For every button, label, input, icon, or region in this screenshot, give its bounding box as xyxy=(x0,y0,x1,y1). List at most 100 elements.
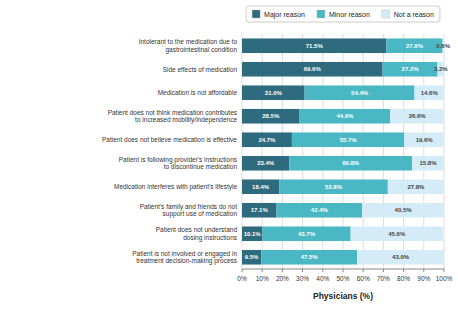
x-tick-label: 90% xyxy=(417,275,430,282)
x-tick-label: 70% xyxy=(377,275,390,282)
bar xyxy=(242,156,289,171)
data-label: 10.1% xyxy=(244,231,262,237)
data-label: 53.8% xyxy=(325,184,343,190)
bar xyxy=(351,226,443,241)
bar xyxy=(362,203,444,218)
bar xyxy=(289,156,412,171)
data-labels: 71.5%69.6%31.0%28.5%24.7%23.4%18.4%17.1%… xyxy=(244,43,451,261)
bar xyxy=(262,226,350,241)
legend-item: Minor reason xyxy=(317,10,370,18)
category-label-line: gastrointestinal condition xyxy=(165,46,237,54)
x-ticks: 0%10%20%30%40%50%60%70%80%90%100% xyxy=(237,269,452,282)
legend-label: Minor reason xyxy=(329,11,370,18)
category-label-line: support use of medication xyxy=(163,210,238,218)
data-label: 3.2% xyxy=(434,66,448,72)
data-label: 54.4% xyxy=(351,90,369,96)
data-label: 60.8% xyxy=(342,160,360,166)
category-label-line: Medication is not affordable xyxy=(158,89,238,96)
x-tick-label: 60% xyxy=(357,275,370,282)
x-tick-label: 80% xyxy=(397,275,410,282)
data-label: 43.0% xyxy=(392,254,410,260)
category-label-line: Medication interferes with patient's lif… xyxy=(114,183,237,191)
bar xyxy=(242,203,277,218)
bar xyxy=(383,62,438,77)
bars xyxy=(242,38,444,264)
data-label: 17.1% xyxy=(251,207,269,213)
category-label: Patient is not involved or engaged intre… xyxy=(132,250,238,266)
data-label: 44.9% xyxy=(336,113,354,119)
legend-swatch xyxy=(252,10,260,18)
category-label-line: treatment decision-making process xyxy=(136,257,238,265)
bar xyxy=(404,132,444,147)
category-label: Patient's family and friends do notsuppo… xyxy=(140,203,238,219)
category-label-line: dosing instructions xyxy=(183,234,238,242)
data-label: 71.5% xyxy=(306,43,324,49)
category-label: Medication is not affordable xyxy=(158,89,238,96)
bar xyxy=(412,156,444,171)
category-label: Medication interferes with patient's lif… xyxy=(114,183,237,191)
data-label: 28.5% xyxy=(262,113,280,119)
legend-swatch xyxy=(317,10,325,18)
data-label: 27.8% xyxy=(406,43,424,49)
data-label: 9.5% xyxy=(245,254,259,260)
bar xyxy=(388,179,444,194)
bar xyxy=(300,109,391,124)
bar xyxy=(386,38,442,53)
bar xyxy=(242,179,279,194)
category-label-line: Patient does not believe medication is e… xyxy=(102,136,237,143)
bar xyxy=(390,109,444,124)
data-label: 27.8% xyxy=(407,184,425,190)
bar xyxy=(242,132,292,147)
data-label: 24.7% xyxy=(258,137,276,143)
bar xyxy=(261,250,357,265)
y-tick-labels: Intolerant to the medication due togastr… xyxy=(102,38,238,265)
data-label: 0.6% xyxy=(436,43,450,49)
grid xyxy=(242,34,444,269)
category-label: Patient is following provider's instruct… xyxy=(119,156,238,171)
x-tick-label: 20% xyxy=(276,275,289,282)
chart: Intolerant to the medication due togastr… xyxy=(0,0,458,309)
legend-swatch xyxy=(382,10,390,18)
data-label: 40.5% xyxy=(395,207,413,213)
x-tick-label: 50% xyxy=(336,275,349,282)
bar xyxy=(242,38,386,53)
data-label: 45.6% xyxy=(388,231,406,237)
bar xyxy=(277,203,363,218)
legend-item: Not a reason xyxy=(382,10,434,18)
x-tick-label: 40% xyxy=(316,275,329,282)
x-tick-label: 10% xyxy=(256,275,269,282)
category-label-line: Intolerant to the medication due to xyxy=(139,38,238,45)
bar xyxy=(292,132,405,147)
legend-item: Major reason xyxy=(252,10,305,19)
data-label: 47.5% xyxy=(301,254,319,260)
bar xyxy=(305,85,415,100)
bar xyxy=(242,62,383,77)
x-axis-line xyxy=(242,269,444,270)
bar xyxy=(415,85,444,100)
x-tick-label: 0% xyxy=(237,275,247,282)
bar xyxy=(279,179,388,194)
data-label: 42.4% xyxy=(311,207,329,213)
data-label: 43.7% xyxy=(298,231,316,237)
bar xyxy=(242,109,300,124)
bar xyxy=(357,250,444,265)
legend-label: Not a reason xyxy=(394,11,434,18)
category-label-line: Side effects of medication xyxy=(163,66,238,73)
bar xyxy=(242,85,305,100)
bar xyxy=(242,226,262,241)
category-label-line: Patient does not think medication contri… xyxy=(108,109,238,116)
data-label: 55.7% xyxy=(340,137,358,143)
category-label: Side effects of medication xyxy=(163,66,238,73)
category-label: Patient does not think medication contri… xyxy=(108,109,238,125)
legend-label: Major reason xyxy=(264,11,305,19)
category-label-line: to increased mobility/independence xyxy=(135,116,237,124)
data-label: 14.6% xyxy=(421,90,439,96)
category-label: Patient does not understanddosing instru… xyxy=(156,226,238,242)
data-label: 69.6% xyxy=(304,66,322,72)
data-label: 15.8% xyxy=(420,160,438,166)
data-label: 18.4% xyxy=(252,184,270,190)
category-label-line: to discontinue medication xyxy=(164,163,238,170)
legend: Major reason Minor reason Not a reason xyxy=(246,6,440,22)
x-tick-label: 100% xyxy=(436,275,453,282)
bar xyxy=(242,250,261,265)
